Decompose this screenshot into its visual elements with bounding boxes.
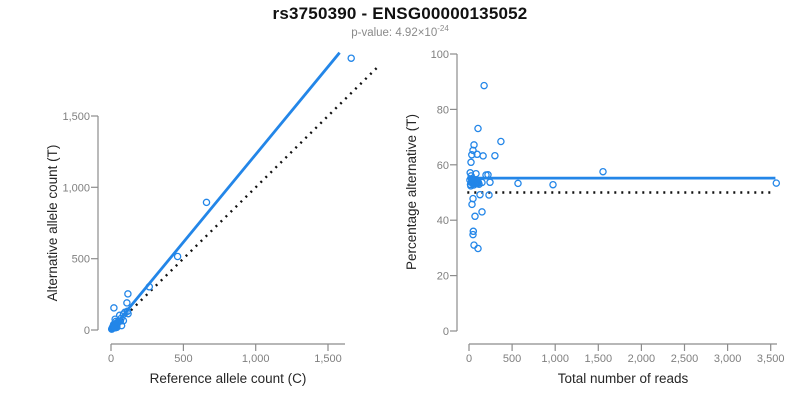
- x-tick-label: 3,500: [757, 353, 785, 365]
- y-axis-title: Alternative allele count (T): [45, 145, 60, 302]
- data-point: [474, 124, 482, 133]
- data-point: [478, 208, 486, 216]
- data-point: [145, 283, 154, 291]
- x-tick-label: 500: [503, 353, 521, 365]
- p-value-text: p-value: 4.92×10: [351, 26, 438, 39]
- x-tick-label: 1,500: [585, 353, 613, 365]
- data-point: [484, 171, 492, 179]
- data-point: [467, 158, 475, 167]
- fit-line: [109, 51, 341, 331]
- data-point: [474, 244, 482, 253]
- data-point: [123, 299, 131, 307]
- data-point: [470, 241, 478, 249]
- data-point: [469, 194, 477, 203]
- x-axis-title: Total number of reads: [558, 371, 689, 386]
- y-tick-label: 100: [431, 49, 449, 61]
- data-point: [514, 179, 522, 188]
- p-value-exponent: -24: [437, 24, 449, 33]
- y-axis-title: Percentage alternative (T): [404, 114, 419, 270]
- y-tick-label: 1,000: [62, 182, 90, 194]
- data-point: [486, 178, 494, 187]
- data-point: [599, 167, 607, 176]
- data-point: [479, 152, 487, 160]
- data-point: [470, 141, 478, 149]
- data-point: [468, 200, 476, 209]
- right-panel: 0 20 40 60 80 100 0 500 1,000 1,500 2,000 2,500 3,00…: [404, 49, 784, 386]
- x-tick-label: 3,000: [714, 353, 742, 365]
- data-point: [124, 309, 132, 318]
- y-tick-label: 1,500: [62, 111, 90, 123]
- x-axis-title: Reference allele count (C): [150, 371, 307, 386]
- data-point: [173, 252, 182, 261]
- data-point: [772, 179, 781, 187]
- data-point: [471, 212, 479, 221]
- y-tick-label: 0: [84, 325, 90, 337]
- data-point: [469, 227, 478, 236]
- x-tick-label: 1,000: [541, 353, 569, 365]
- data-point: [110, 304, 118, 312]
- data-point: [491, 151, 499, 160]
- data-point: [202, 198, 211, 207]
- y-tick-label: 500: [72, 254, 90, 266]
- x-tick-label: 2,500: [671, 353, 699, 365]
- x-tick-label: 500: [174, 353, 192, 365]
- data-point: [497, 137, 505, 146]
- data-point: [111, 315, 119, 323]
- x-tick-label: 0: [108, 353, 114, 365]
- data-point: [117, 321, 126, 330]
- y-tick-label: 80: [437, 104, 449, 116]
- data-point: [472, 169, 480, 178]
- data-point: [124, 290, 132, 298]
- y-tick-label: 40: [437, 215, 449, 227]
- data-point: [476, 190, 484, 199]
- y-tick-label: 60: [437, 160, 449, 172]
- figure-subtitle: p-value: 4.92×10-24: [0, 24, 800, 39]
- data-point: [485, 191, 493, 199]
- y-tick-label: 0: [443, 326, 449, 338]
- y-tick-label: 20: [437, 271, 449, 283]
- data-point: [549, 180, 557, 189]
- x-tick-label: 0: [466, 353, 472, 365]
- data-point: [480, 81, 488, 90]
- identity-line: [110, 65, 380, 331]
- data-point: [468, 151, 476, 159]
- left-panel: 0 500 1,000 1,500 0 500 1,000 1,500 Reference al…: [45, 51, 380, 386]
- figure-title: rs3750390 - ENSG00000135052: [272, 4, 528, 23]
- data-point: [478, 178, 486, 187]
- data-point: [469, 230, 477, 239]
- data-point: [347, 54, 355, 62]
- x-tick-label: 1,000: [242, 353, 270, 365]
- x-tick-label: 2,000: [628, 353, 656, 365]
- x-tick-label: 1,500: [314, 353, 342, 365]
